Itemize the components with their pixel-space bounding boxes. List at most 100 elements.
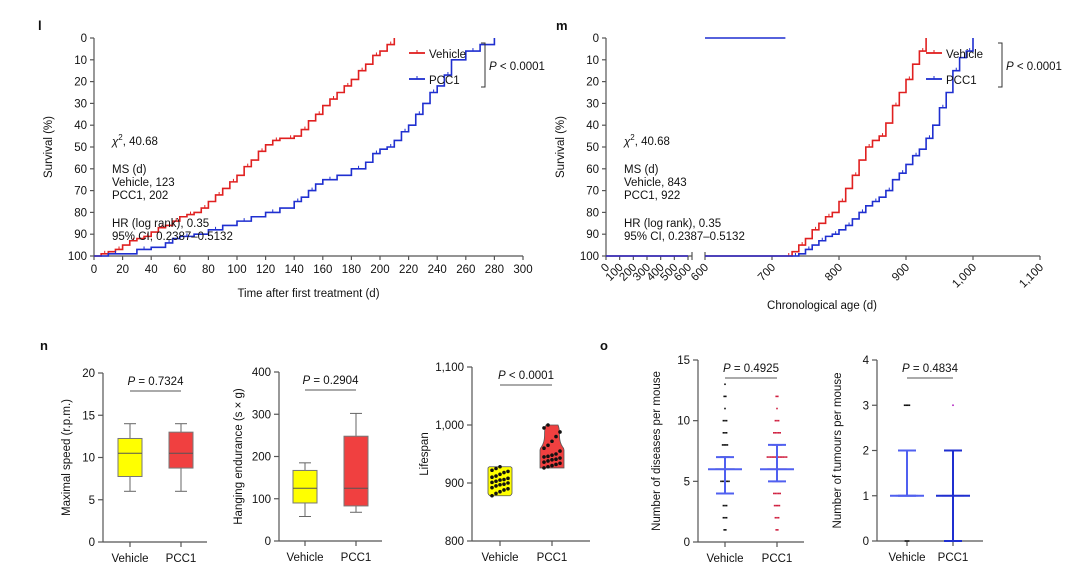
data-point xyxy=(558,449,562,453)
data-point xyxy=(724,432,726,434)
data-point xyxy=(777,492,780,495)
data-point xyxy=(773,504,776,507)
data-point xyxy=(782,456,785,458)
stats-annotation: MS (d) xyxy=(112,164,147,176)
data-point xyxy=(774,456,777,458)
p-value-label: P < 0.0001 xyxy=(498,370,554,382)
data-point xyxy=(542,466,546,470)
data-point xyxy=(558,456,562,460)
data-point xyxy=(726,480,729,483)
p-value-label: P = 0.4925 xyxy=(723,363,779,375)
y-axis-label: Lifespan xyxy=(419,432,431,475)
x-tick-label: 60 xyxy=(173,264,186,276)
data-point xyxy=(905,404,907,407)
data-point xyxy=(558,461,562,466)
panel-label-n: n xyxy=(40,338,48,353)
data-point xyxy=(546,443,550,448)
x-tick-label-vehicle: Vehicle xyxy=(111,553,148,565)
x-tick-label: 240 xyxy=(428,264,447,276)
data-point xyxy=(776,419,778,422)
y-tick-label: 20 xyxy=(82,368,95,380)
panel-label-l: l xyxy=(38,18,42,33)
data-point xyxy=(777,419,780,422)
y-tick-label: 80 xyxy=(74,207,87,219)
data-point xyxy=(494,466,498,471)
y-tick-label: 800 xyxy=(445,536,464,548)
y-tick-label: 900 xyxy=(445,478,464,490)
x-tick-label: 180 xyxy=(342,264,361,276)
data-point xyxy=(490,468,494,473)
x-tick-label-vehicle: Vehicle xyxy=(888,552,925,564)
data-point xyxy=(725,529,727,531)
x-tick-label: 700 xyxy=(756,262,778,284)
stats-annotation: Vehicle, 843 xyxy=(624,177,687,189)
data-point xyxy=(771,456,773,458)
x-tick-label: 300 xyxy=(513,264,532,276)
x-tick-label: 120 xyxy=(256,264,275,276)
stats-annotation: HR (log rank), 0.35 xyxy=(624,218,721,230)
data-point xyxy=(550,458,554,462)
data-point xyxy=(773,456,775,458)
data-point xyxy=(724,383,726,386)
data-point xyxy=(494,484,498,488)
data-point xyxy=(494,491,498,496)
legend-label-vehicle: Vehicle xyxy=(429,49,466,61)
data-point xyxy=(777,529,779,531)
data-point xyxy=(774,419,777,422)
data-point xyxy=(724,407,726,410)
data-point xyxy=(546,454,550,459)
y-tick-label: 70 xyxy=(74,186,87,198)
data-point xyxy=(506,481,510,485)
data-point xyxy=(490,480,494,485)
data-point xyxy=(554,462,558,467)
x-tick-label: 20 xyxy=(116,264,129,276)
chart-layer: 0 20 40 60 80 100 120 140 160 180 200 220 240 260 280 3… xyxy=(43,33,1062,565)
y-tick-label: 20 xyxy=(586,77,599,89)
legend-label-pcc1: PCC1 xyxy=(429,75,460,87)
data-point xyxy=(720,480,722,483)
data-point xyxy=(725,444,727,446)
y-tick-label: 90 xyxy=(74,229,87,241)
x-tick-label: 140 xyxy=(285,264,304,276)
data-point xyxy=(779,456,781,458)
y-tick-label: 20 xyxy=(74,77,87,89)
data-point xyxy=(769,456,772,458)
x-tick-label: 260 xyxy=(456,264,475,276)
y-tick-label: 3 xyxy=(863,400,869,412)
data-point xyxy=(785,456,788,458)
x-tick-label: 200 xyxy=(370,264,389,276)
x-tick-label: 220 xyxy=(399,264,418,276)
stats-annotation: 95% CI, 0.2387–0.5132 xyxy=(624,231,745,243)
stats-annotation: PCC1, 202 xyxy=(112,190,168,202)
data-point xyxy=(774,492,777,495)
data-point xyxy=(498,464,502,469)
data-point xyxy=(725,504,728,507)
y-tick-label: 100 xyxy=(580,251,599,263)
x-tick-label-pcc1: PCC1 xyxy=(938,552,969,564)
x-tick-label-vehicle: Vehicle xyxy=(286,552,323,564)
data-point xyxy=(721,480,724,483)
x-axis-label: Chronological age (d) xyxy=(767,300,877,312)
data-point xyxy=(546,464,550,469)
data-point xyxy=(775,529,777,531)
data-point xyxy=(494,474,498,478)
stats-annotation: PCC1, 922 xyxy=(624,190,680,202)
y-tick-label: 30 xyxy=(586,98,599,110)
data-point xyxy=(498,482,502,487)
y-tick-label: 0 xyxy=(265,536,271,548)
x-tick-label: 100 xyxy=(227,264,246,276)
x-tick-label-pcc1: PCC1 xyxy=(537,552,568,564)
y-axis-label: Survival (%) xyxy=(555,116,567,178)
box-vehicle xyxy=(117,437,143,478)
stats-annotation: HR (log rank), 0.35 xyxy=(112,218,209,230)
data-point xyxy=(776,516,778,519)
box-vehicle xyxy=(292,469,318,504)
chi-square-annotation: χ2, 40.68 xyxy=(111,133,158,148)
p-value-label: P = 0.7324 xyxy=(128,376,185,388)
x-tick-label-vehicle: Vehicle xyxy=(481,552,518,564)
p-value-label: P = 0.4834 xyxy=(902,363,959,375)
data-point xyxy=(494,479,498,484)
survival-curve-pcc1 xyxy=(705,38,974,257)
data-point xyxy=(773,492,775,495)
